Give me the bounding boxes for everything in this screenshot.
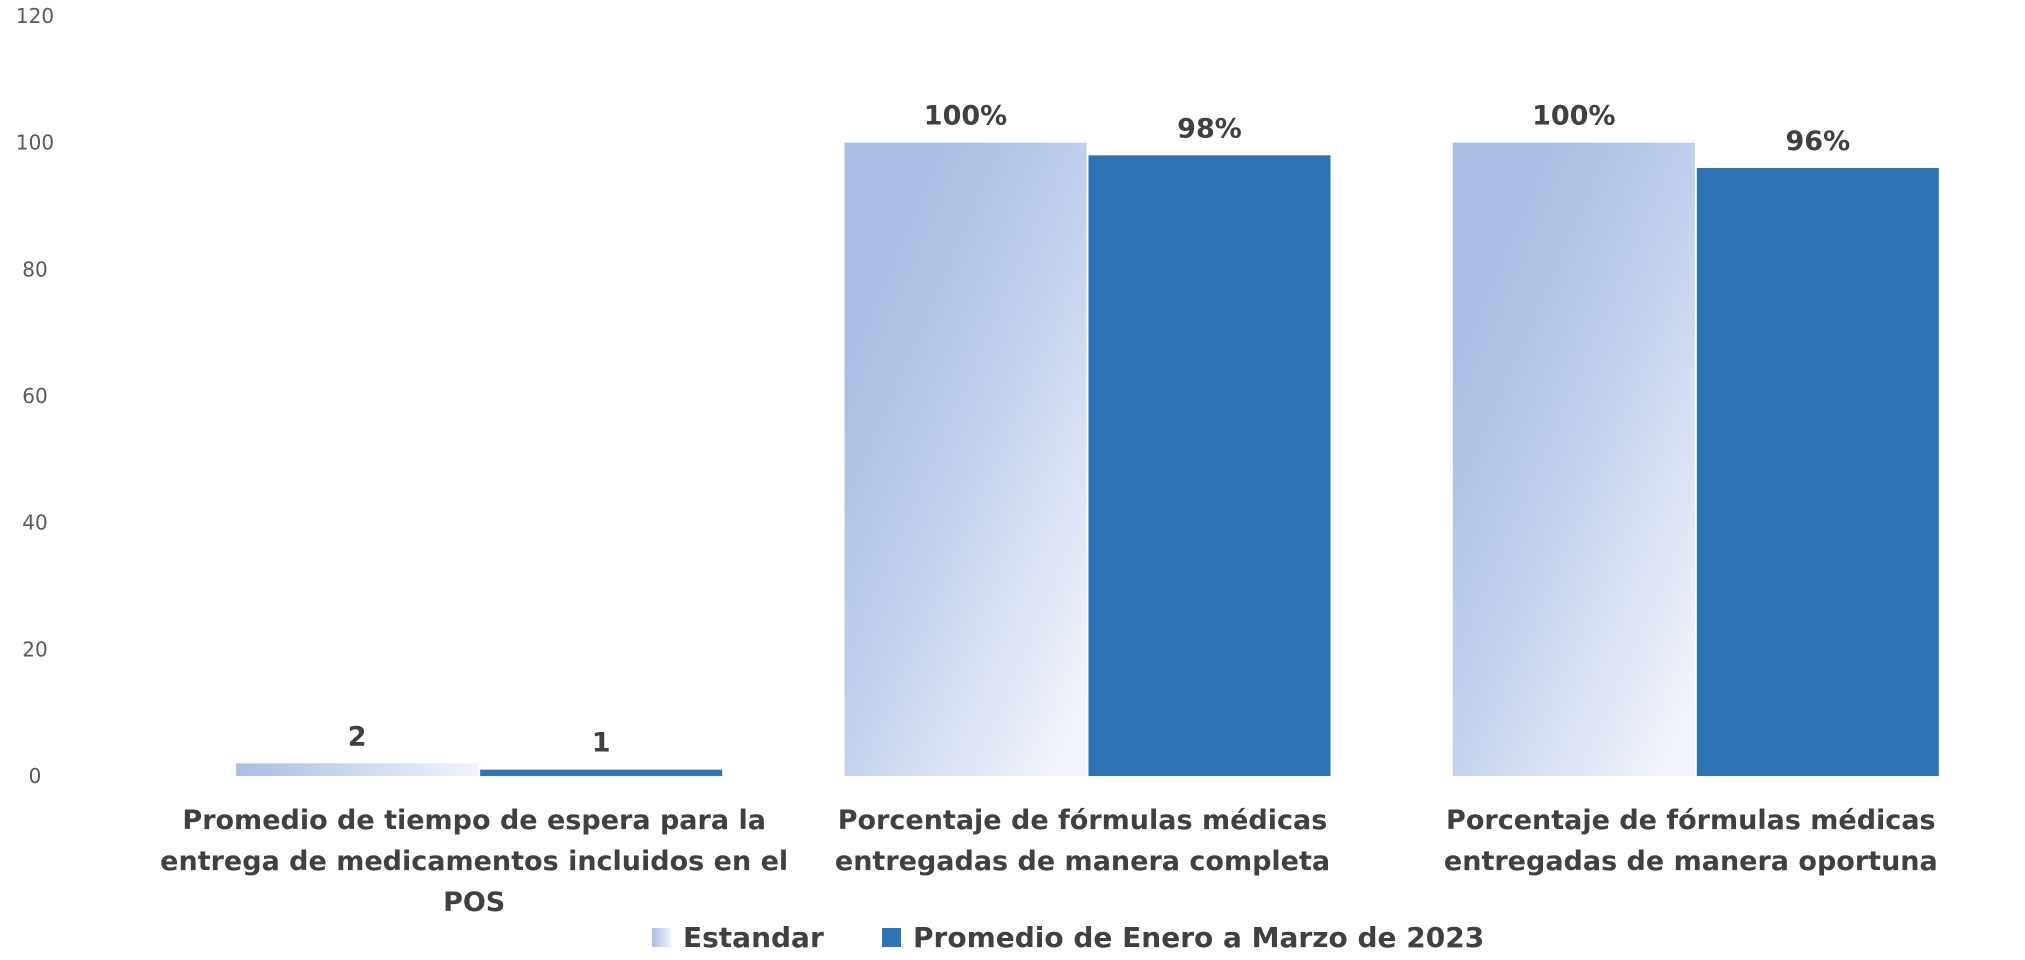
y-tick-label: 40 bbox=[22, 511, 47, 535]
bar-estandar-3 bbox=[1452, 142, 1695, 776]
data-label: 1 bbox=[592, 728, 611, 759]
y-tick-label: 20 bbox=[22, 637, 47, 661]
category-label: Porcentaje de fórmulas médicas entregadas… bbox=[835, 805, 1330, 877]
legend-swatch-promedio bbox=[882, 928, 901, 947]
y-axis: 0 20 40 60 80 100 120 bbox=[16, 4, 54, 788]
legend-swatch-estandar bbox=[652, 928, 671, 947]
bar-promedio-1 bbox=[480, 769, 723, 776]
legend-label: Promedio de Enero a Marzo de 2023 bbox=[913, 921, 1484, 954]
bars bbox=[236, 142, 1939, 777]
x-axis: Promedio de tiempo de espera para la entr… bbox=[160, 805, 1938, 918]
bar-estandar-1 bbox=[236, 763, 479, 776]
bar-estandar-2 bbox=[844, 142, 1087, 776]
data-label: 98% bbox=[1177, 113, 1242, 144]
y-tick-label: 0 bbox=[29, 764, 42, 788]
bar-promedio-2 bbox=[1088, 155, 1331, 777]
category-label: Promedio de tiempo de espera para la entr… bbox=[160, 805, 788, 918]
data-labels: 2 1 100% 98% 100% 96% bbox=[348, 101, 1850, 759]
y-tick-label: 120 bbox=[16, 4, 54, 28]
legend-label: Estandar bbox=[683, 921, 824, 954]
data-label: 100% bbox=[924, 101, 1007, 132]
legend: Estandar Promedio de Enero a Marzo de 202… bbox=[652, 921, 1484, 954]
y-tick-label: 100 bbox=[16, 131, 54, 155]
data-label: 2 bbox=[348, 721, 367, 752]
data-label: 96% bbox=[1786, 126, 1851, 157]
y-tick-label: 60 bbox=[22, 384, 47, 408]
y-tick-label: 80 bbox=[22, 257, 47, 281]
bar-promedio-3 bbox=[1696, 168, 1939, 776]
data-label: 100% bbox=[1532, 101, 1615, 132]
category-label: Porcentaje de fórmulas médicas entregadas… bbox=[1444, 805, 1938, 877]
